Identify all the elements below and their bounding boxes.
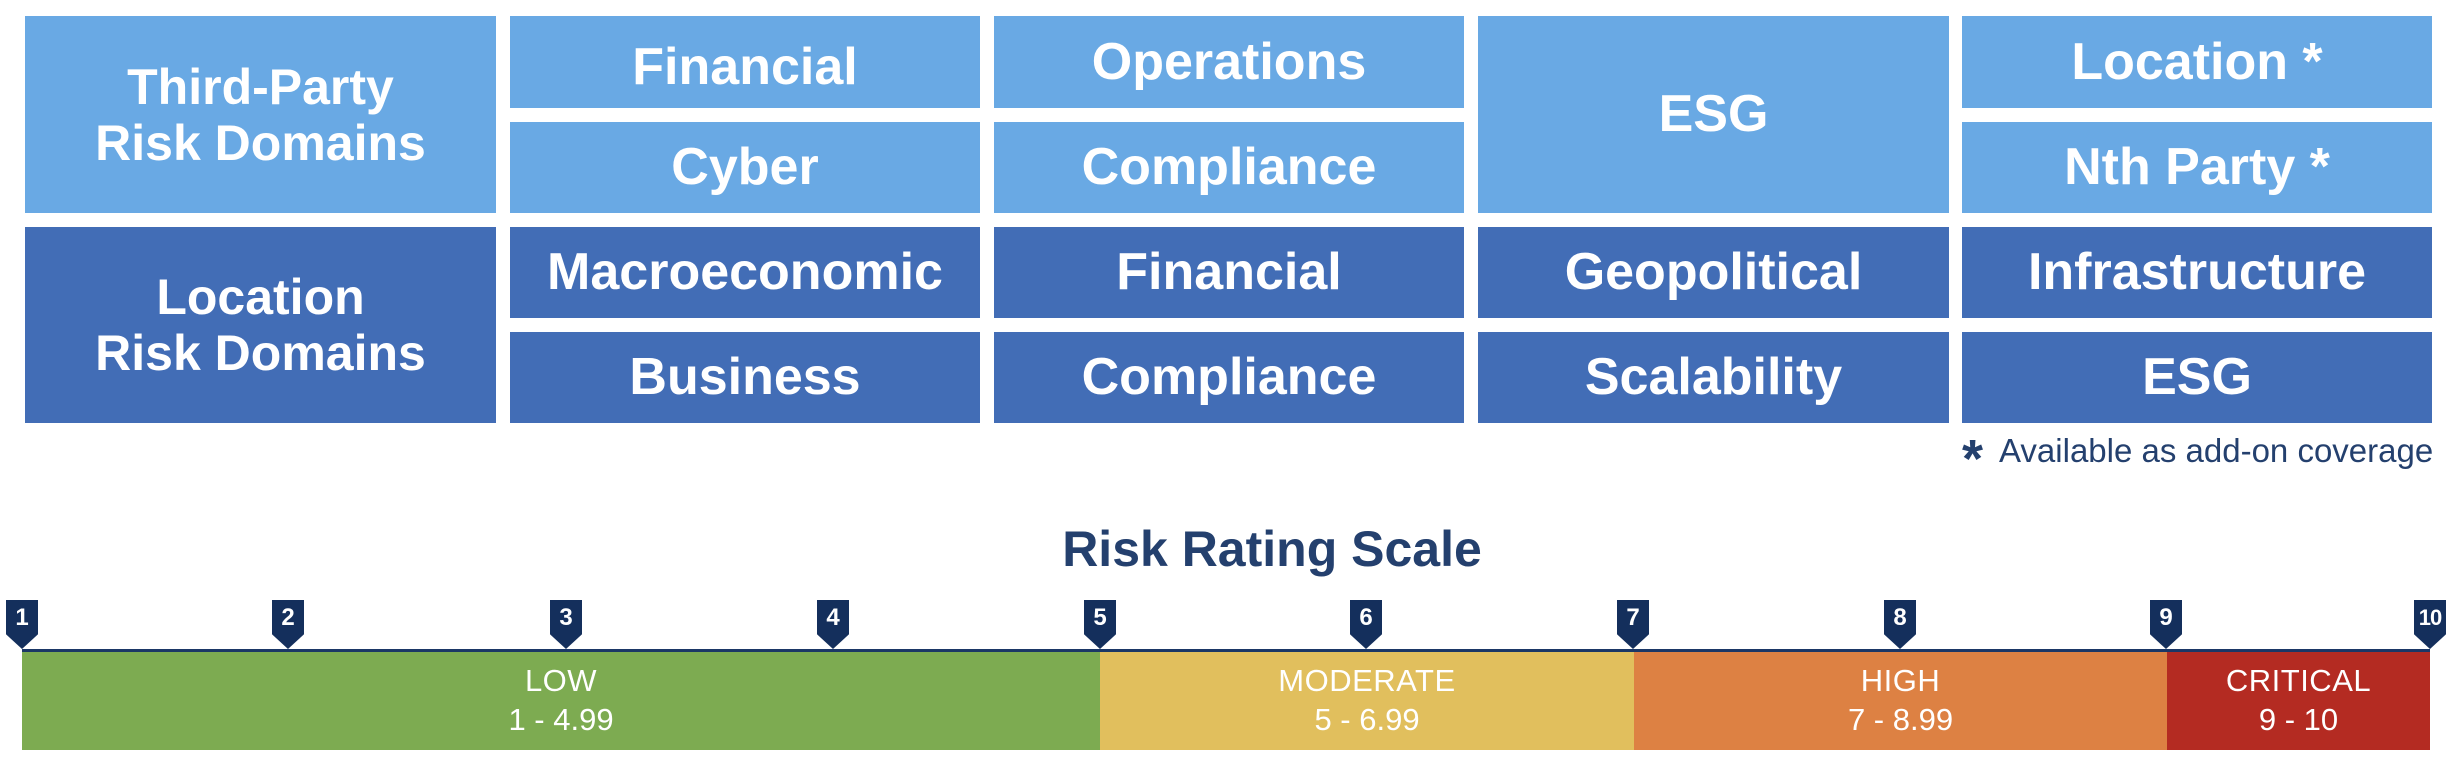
band-high-label: HIGH (1860, 663, 1941, 699)
band-moderate: MODERATE 5 - 6.99 (1100, 652, 1634, 750)
location-business-cell: Business (510, 332, 980, 423)
band-moderate-label: MODERATE (1278, 663, 1456, 699)
third-party-financial-cell: Financial (510, 16, 980, 108)
footnote-text: Available as add-on coverage (1999, 432, 2434, 469)
band-critical-range: 9 - 10 (2258, 702, 2339, 737)
band-low-label: LOW (524, 663, 598, 699)
third-party-location-cell: Location * (1962, 16, 2432, 108)
band-critical: CRITICAL 9 - 10 (2167, 652, 2430, 750)
location-esg-cell: ESG (1962, 332, 2432, 423)
location-risk-domains-header: Location Risk Domains (25, 227, 496, 423)
third-party-operations-cell: Operations (994, 16, 1464, 108)
scale-marker-5: 5 (1084, 600, 1116, 649)
third-party-nth-party-cell: Nth Party * (1962, 122, 2432, 213)
band-high-range: 7 - 8.99 (1847, 702, 1954, 737)
scale-marker-9: 9 (2150, 600, 2182, 649)
scale-axis-line (22, 649, 2430, 652)
scale-marker-4: 4 (817, 600, 849, 649)
location-financial-cell: Financial (994, 227, 1464, 318)
scale-marker-2: 2 (272, 600, 304, 649)
location-scalability-cell: Scalability (1478, 332, 1949, 423)
scale-marker-10: 10 (2414, 600, 2446, 649)
scale-marker-1: 1 (6, 600, 38, 649)
third-party-esg-cell: ESG (1478, 16, 1949, 213)
location-geopolitical-cell: Geopolitical (1478, 227, 1949, 318)
location-macroeconomic-cell: Macroeconomic (510, 227, 980, 318)
band-moderate-range: 5 - 6.99 (1314, 702, 1420, 737)
band-critical-label: CRITICAL (2225, 663, 2372, 699)
band-low-range: 1 - 4.99 (508, 702, 614, 737)
third-party-risk-domains-header: Third-Party Risk Domains (25, 16, 496, 213)
location-infrastructure-cell: Infrastructure (1962, 227, 2432, 318)
risk-rating-scale-title: Risk Rating Scale (1062, 521, 1482, 577)
scale-marker-6: 6 (1350, 600, 1382, 649)
scale-marker-7: 7 (1617, 600, 1649, 649)
scale-marker-8: 8 (1884, 600, 1916, 649)
band-high: HIGH 7 - 8.99 (1634, 652, 2167, 750)
add-on-coverage-footnote: * Available as add-on coverage (1962, 424, 2434, 486)
scale-marker-3: 3 (550, 600, 582, 649)
third-party-cyber-cell: Cyber (510, 122, 980, 213)
band-low: LOW 1 - 4.99 (22, 652, 1100, 750)
location-compliance-cell: Compliance (994, 332, 1464, 423)
third-party-compliance-cell: Compliance (994, 122, 1464, 213)
asterisk-icon: * (1962, 429, 1984, 489)
